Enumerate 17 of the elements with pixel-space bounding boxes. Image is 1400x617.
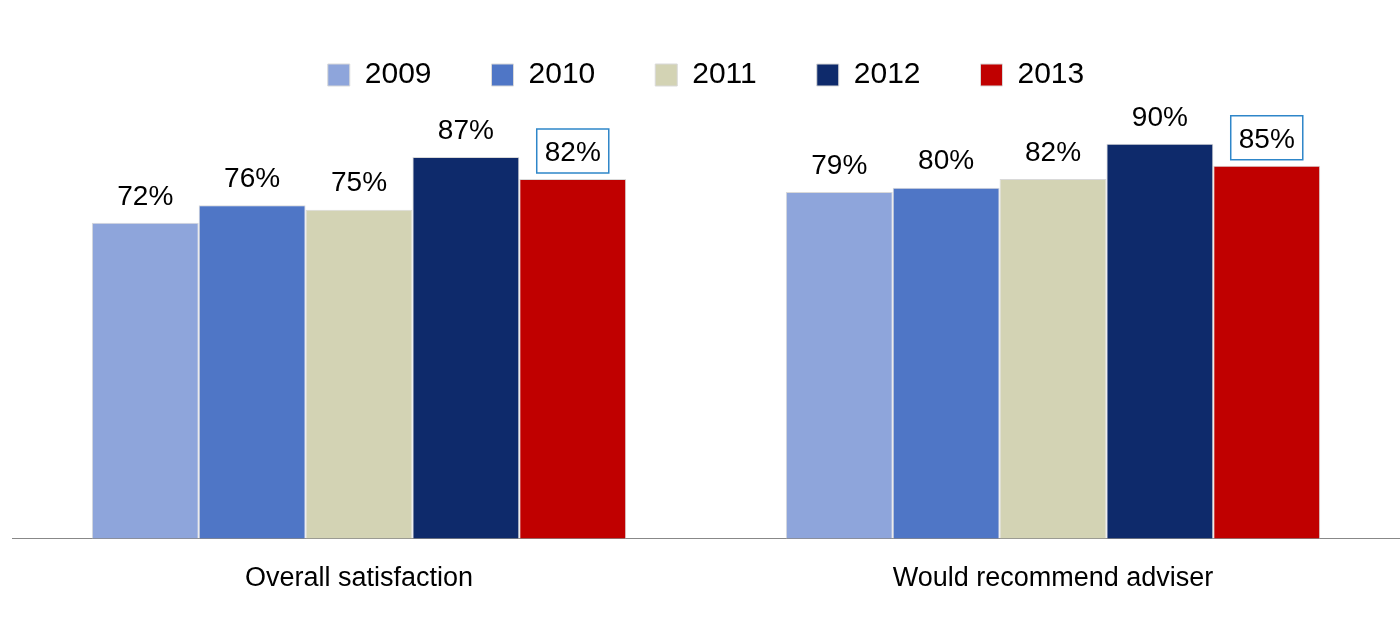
legend-label: 2012 (853, 56, 921, 90)
data-label: 79% (811, 148, 868, 180)
data-label: 76% (224, 161, 281, 193)
data-label: 80% (918, 144, 975, 176)
data-label: 85% (1238, 122, 1295, 154)
data-label: 82% (544, 135, 601, 167)
legend-label: 2010 (528, 56, 596, 90)
data-label: 87% (437, 113, 494, 145)
data-label: 75% (330, 166, 388, 198)
legend-label: 2009 (364, 56, 432, 90)
legend-label: 2013 (1017, 56, 1085, 90)
legend-label: 2011 (692, 56, 757, 90)
data-label: 72% (117, 179, 174, 211)
x-tick-label: Would recommend adviser (892, 562, 1214, 593)
data-label: 82% (1024, 135, 1082, 167)
data-label: 90% (1131, 100, 1188, 132)
x-tick-label: Overall satisfaction (244, 562, 474, 593)
